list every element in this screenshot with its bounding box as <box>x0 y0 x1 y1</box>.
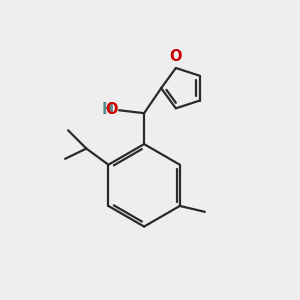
Text: O: O <box>169 50 182 64</box>
Text: H: H <box>101 102 114 117</box>
Text: O: O <box>105 102 118 117</box>
